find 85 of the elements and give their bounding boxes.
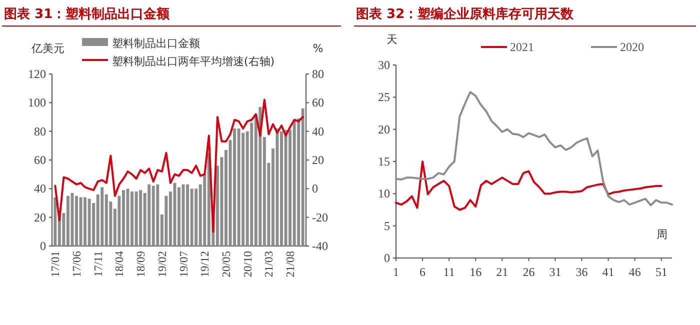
y2-tick-label: 40 — [312, 124, 324, 138]
legend-label: 塑料制品出口两年平均增速(右轴) — [112, 55, 275, 68]
bar — [134, 192, 138, 246]
legend-label: 2021 — [510, 40, 534, 54]
line-series — [54, 98, 304, 233]
y-axis-title: 天 — [386, 33, 398, 46]
y-tick-label: 5 — [384, 218, 390, 233]
x-tick-label: 1 — [393, 265, 399, 279]
bar — [292, 120, 296, 246]
y-tick-label: 100 — [28, 96, 46, 110]
bar — [237, 128, 240, 246]
y-tick-label: 0 — [40, 239, 46, 253]
y-tick-label: 30 — [378, 58, 390, 72]
y-tick-label: 15 — [378, 154, 390, 168]
bar — [173, 182, 176, 246]
bar — [79, 197, 82, 246]
x-tick-label: 18/04 — [114, 250, 126, 278]
x-tick-label: 21/03 — [264, 250, 276, 278]
bar — [301, 108, 304, 246]
legend-label: 2020 — [620, 40, 644, 54]
bar — [148, 184, 151, 246]
chart-title: 图表 31：塑料制品出口金额 — [4, 6, 171, 22]
bar — [194, 188, 198, 246]
x-tick-label: 41 — [602, 265, 614, 279]
y2-tick-label: -40 — [312, 239, 328, 253]
bar — [70, 192, 74, 246]
bar — [156, 184, 160, 246]
bar — [190, 188, 194, 246]
bar — [186, 184, 190, 246]
bar — [122, 190, 125, 246]
bar — [284, 130, 288, 246]
x-tick-label: 21/08 — [285, 250, 298, 278]
bar — [242, 132, 245, 246]
x-tick-label: 51 — [655, 265, 668, 279]
y-tick-label: 40 — [34, 182, 46, 196]
x-tick-label: 21 — [496, 265, 508, 279]
y-tick-label: 20 — [378, 122, 390, 136]
bar — [152, 186, 155, 246]
bar — [84, 197, 87, 246]
y-tick-label: 60 — [34, 153, 46, 167]
y-tick-label: 20 — [34, 210, 46, 224]
x-tick-label: 19/12 — [200, 250, 212, 278]
x-tick-label: 17/01 — [50, 250, 62, 278]
y-tick-label: 10 — [378, 186, 390, 201]
x-tick-label: 19/02 — [156, 250, 169, 278]
y-tick-label: 120 — [28, 67, 46, 81]
x-tick-label: 19/07 — [178, 250, 190, 278]
y-tick-label: 0 — [384, 251, 390, 265]
bar — [88, 198, 91, 246]
bar — [182, 184, 185, 246]
bar — [258, 106, 262, 246]
y2-tick-label: 60 — [312, 96, 324, 110]
bar — [54, 197, 57, 246]
x-tick-label: 6 — [420, 265, 426, 279]
x-tick-label: 17/11 — [92, 250, 105, 277]
x-tick-label: 18/09 — [136, 250, 148, 278]
line-series — [395, 91, 673, 206]
chart-title: 图表 32：塑编企业原料库存可用天数 — [356, 6, 575, 22]
bar — [276, 128, 279, 246]
bar — [139, 190, 142, 246]
x-tick-label: 26 — [522, 265, 535, 279]
bar — [130, 192, 134, 246]
y-tick-label: 25 — [378, 90, 390, 104]
y2-tick-label: 80 — [312, 67, 324, 81]
x-tick-label: 20/10 — [242, 250, 254, 278]
x-tick-label: 31 — [549, 265, 562, 279]
x-tick-label: 36 — [576, 265, 588, 279]
x-tick-label: 46 — [628, 265, 641, 279]
y2-tick-label: 0 — [312, 182, 318, 196]
legend-label: 塑料制品出口金额 — [112, 37, 200, 50]
bar — [233, 128, 236, 246]
y-tick-label: 80 — [34, 124, 46, 138]
x-tick-label: 17/06 — [71, 250, 84, 278]
y-axis-title: 亿美元 — [30, 42, 64, 55]
x-tick-label: 11 — [443, 265, 455, 279]
y2-tick-label: -20 — [312, 210, 328, 224]
line-series — [395, 160, 662, 211]
y2-axis-title: % — [312, 42, 324, 55]
bar — [164, 196, 168, 246]
bar — [66, 196, 70, 246]
x-tick-label: 20/05 — [220, 250, 233, 278]
x-axis-title: 周 — [656, 228, 668, 241]
x-tick-label: 16 — [470, 265, 482, 279]
bar — [100, 187, 104, 246]
y2-tick-label: 20 — [312, 153, 324, 167]
